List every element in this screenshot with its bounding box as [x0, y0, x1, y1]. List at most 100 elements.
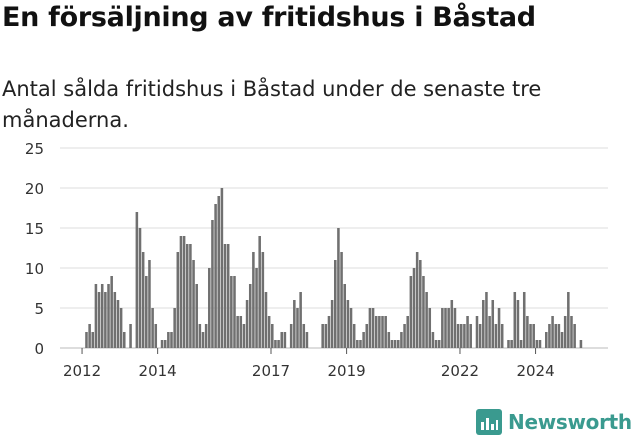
bar — [513, 292, 517, 348]
bar — [519, 340, 523, 348]
bar — [94, 284, 98, 348]
bar — [138, 228, 142, 348]
chart-title: En försäljning av fritidshus i Båstad — [2, 2, 536, 33]
bar — [343, 284, 346, 348]
bar — [510, 340, 513, 348]
brand-logo[interactable]: Newsworthy — [476, 406, 631, 438]
bar — [412, 268, 416, 348]
bar — [163, 340, 167, 348]
bar — [491, 300, 495, 348]
bar — [563, 316, 567, 348]
bar — [381, 316, 384, 348]
bar — [551, 316, 554, 348]
y-tick-label: 15 — [25, 220, 44, 238]
bar — [135, 212, 139, 348]
bar — [252, 252, 255, 348]
bar — [365, 324, 369, 348]
bar — [173, 308, 176, 348]
y-tick-label: 25 — [25, 140, 44, 158]
bar — [368, 308, 372, 348]
bar — [97, 292, 101, 348]
bar — [226, 244, 230, 348]
bar — [242, 324, 246, 348]
bar — [334, 260, 337, 348]
bar — [453, 308, 457, 348]
bar — [182, 236, 186, 348]
x-tick-label: 2019 — [328, 362, 366, 380]
bar — [271, 324, 274, 348]
bar — [299, 292, 302, 348]
bar — [447, 308, 450, 348]
bar — [170, 332, 173, 348]
bar — [233, 276, 236, 348]
bar — [122, 332, 126, 348]
bar — [217, 196, 221, 348]
bar — [437, 340, 441, 348]
bar — [406, 316, 409, 348]
bar — [497, 308, 501, 348]
bar — [185, 244, 189, 348]
bar — [204, 324, 208, 348]
bar — [116, 300, 120, 348]
bar — [444, 308, 447, 348]
bar — [529, 324, 532, 348]
newsworthy-logo-icon — [476, 409, 502, 435]
bar — [195, 284, 198, 348]
bar — [573, 324, 576, 348]
bar — [378, 316, 381, 348]
bar — [327, 316, 331, 348]
bar — [245, 300, 249, 348]
bar — [214, 204, 217, 348]
bar — [145, 276, 148, 348]
bar — [293, 300, 296, 348]
bar — [374, 316, 378, 348]
bar — [500, 324, 504, 348]
bar — [359, 340, 362, 348]
bar — [129, 324, 132, 348]
bar — [431, 332, 435, 348]
bar — [415, 252, 419, 348]
bar — [384, 316, 387, 348]
bar — [450, 300, 454, 348]
bar — [482, 300, 485, 348]
bar — [463, 324, 466, 348]
bar — [104, 292, 107, 348]
bar — [579, 340, 583, 348]
bar — [478, 324, 482, 348]
bar — [409, 276, 413, 348]
bar — [119, 308, 123, 348]
bar — [570, 316, 573, 348]
bar — [516, 300, 520, 348]
bar — [267, 316, 271, 348]
bar — [507, 340, 510, 348]
bar — [535, 340, 539, 348]
bar — [466, 316, 469, 348]
bar — [554, 324, 558, 348]
bar — [220, 188, 224, 348]
bar — [189, 244, 192, 348]
bar — [428, 308, 432, 348]
bar — [154, 324, 158, 348]
chart-subtitle: Antal sålda fritidshus i Båstad under de… — [2, 77, 542, 132]
bar — [393, 340, 397, 348]
bar — [352, 324, 356, 348]
bar — [538, 340, 542, 348]
x-tick-label: 2022 — [441, 362, 479, 380]
bar — [557, 324, 561, 348]
bar — [85, 332, 88, 348]
bar — [258, 236, 261, 348]
bar — [362, 332, 365, 348]
bar — [387, 332, 391, 348]
bar — [255, 268, 258, 348]
bar — [198, 324, 202, 348]
bar — [261, 252, 265, 348]
bar — [396, 340, 400, 348]
bar — [567, 292, 570, 348]
bar — [349, 308, 353, 348]
x-tick-label: 2012 — [63, 362, 101, 380]
bar — [532, 324, 535, 348]
bar — [469, 324, 472, 348]
bar — [248, 284, 252, 348]
bar — [425, 292, 428, 348]
bar — [141, 252, 145, 348]
